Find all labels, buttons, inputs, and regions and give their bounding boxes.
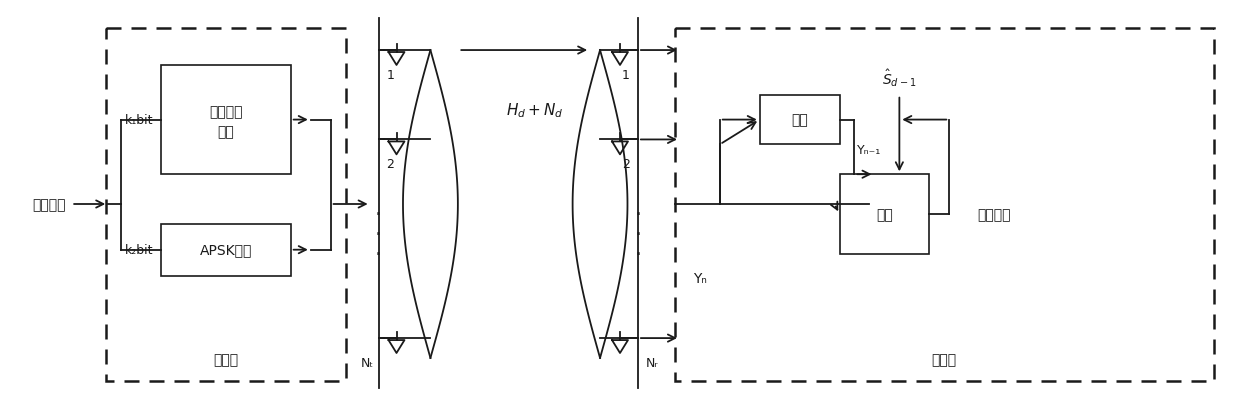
Text: 输出比特: 输出比特 — [977, 207, 1011, 221]
Bar — [675, 29, 1214, 381]
Bar — [161, 66, 290, 175]
Text: 检测: 检测 — [875, 207, 893, 221]
Text: Yₙ: Yₙ — [693, 272, 707, 286]
Text: APSK调制: APSK调制 — [200, 243, 252, 257]
Bar — [107, 29, 346, 381]
Text: 天线索引: 天线索引 — [210, 106, 243, 119]
Text: 延追: 延追 — [791, 113, 808, 127]
Text: $H_d+N_d$: $H_d+N_d$ — [506, 101, 564, 120]
Text: ·: · — [374, 244, 382, 264]
Text: k₁bit: k₁bit — [124, 114, 153, 127]
Text: 2: 2 — [387, 158, 394, 171]
Text: ·: · — [635, 204, 641, 225]
Text: 1: 1 — [387, 69, 394, 82]
Text: Nᵣ: Nᵣ — [646, 356, 658, 369]
Text: Yₙ₋₁: Yₙ₋₁ — [858, 144, 882, 157]
Text: 选择: 选择 — [217, 125, 234, 139]
Text: ·: · — [374, 204, 382, 225]
Text: 发射端: 发射端 — [213, 352, 238, 366]
Bar — [161, 224, 290, 276]
Text: ·: · — [635, 244, 641, 264]
Text: Nₜ: Nₜ — [361, 356, 373, 369]
Text: 输入比特: 输入比特 — [32, 198, 66, 211]
Text: $\hat{S}_{d-1}$: $\hat{S}_{d-1}$ — [882, 67, 916, 88]
Text: 1: 1 — [622, 69, 630, 82]
Text: ·: · — [635, 224, 641, 244]
Text: 2: 2 — [622, 158, 630, 171]
Bar — [760, 96, 839, 145]
Bar — [839, 175, 929, 254]
Text: ·: · — [374, 224, 382, 244]
Text: k₂bit: k₂bit — [124, 244, 153, 256]
Text: 接收端: 接收端 — [931, 352, 957, 366]
